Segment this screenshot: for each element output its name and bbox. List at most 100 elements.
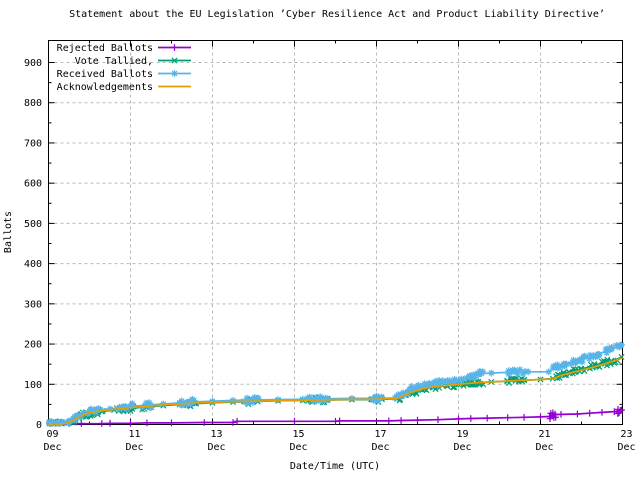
data-point-marker (106, 405, 114, 413)
data-point-marker (586, 351, 594, 359)
data-point-marker (178, 397, 186, 405)
data-point-marker (146, 403, 154, 411)
data-point-marker (455, 376, 462, 384)
data-point-marker (617, 341, 624, 349)
y-tick-label: 300 (24, 299, 42, 310)
data-point-marker (555, 364, 563, 372)
data-point-marker (378, 393, 386, 401)
data-point-marker (516, 366, 524, 374)
x-tick-label-day: 13 (210, 429, 222, 440)
data-point-marker (567, 360, 575, 368)
y-axis-label: Ballots (3, 211, 14, 253)
data-point-marker (321, 397, 329, 405)
data-point-marker (574, 357, 581, 365)
data-point-marker (505, 367, 513, 375)
data-point-marker (432, 377, 440, 385)
x-tick-label-month: Dec (617, 442, 635, 453)
y-tick-label: 200 (24, 340, 42, 351)
data-point-marker (159, 400, 167, 408)
data-point-marker (243, 394, 251, 402)
data-point-marker (467, 415, 475, 422)
data-point-marker (229, 419, 237, 426)
data-point-marker (127, 419, 134, 427)
series-line-vote-tallied (48, 356, 623, 426)
data-point-marker (106, 419, 114, 427)
data-point-marker (403, 389, 411, 397)
data-point-marker (504, 414, 512, 422)
y-tick-label: 700 (24, 138, 42, 149)
legend-sample-marker-received-ballots (171, 70, 178, 77)
x-axis-label: Date/Time (UTC) (290, 461, 380, 472)
data-point-marker (483, 414, 491, 422)
data-point-marker (537, 413, 544, 421)
x-tick-label-month: Dec (43, 442, 61, 453)
data-point-marker (468, 371, 476, 379)
data-point-marker (397, 417, 405, 424)
data-point-marker (595, 351, 603, 359)
data-point-marker (291, 417, 298, 425)
data-point-marker (455, 415, 462, 423)
data-point-marker (474, 370, 482, 378)
data-point-marker (450, 379, 458, 387)
data-point-marker (306, 393, 314, 401)
data-point-marker (446, 377, 454, 385)
data-point-marker (254, 394, 262, 402)
data-point-marker (87, 406, 94, 414)
data-point-marker (422, 382, 430, 390)
data-point-marker (417, 383, 425, 391)
x-tick-label-month: Dec (207, 442, 225, 453)
tick-labels: 0 100 200 300 400 500 600 700 800 900 09 Dec 11 Dec 13… (24, 58, 636, 453)
grid-lines (48, 40, 623, 425)
x-tick-label-day: 21 (538, 429, 550, 440)
data-point-marker (408, 382, 416, 390)
legend-label-rejected-ballots: Rejected Ballots (57, 43, 153, 54)
y-tick-label: 0 (36, 420, 42, 431)
x-tick-label-day: 23 (620, 429, 632, 440)
data-point-marker (434, 380, 442, 388)
data-point-marker (487, 369, 495, 377)
data-point-marker (603, 349, 610, 357)
axis-ticks (48, 40, 623, 425)
data-point-marker (459, 375, 467, 383)
data-point-marker (563, 360, 570, 368)
data-point-marker (616, 406, 624, 414)
data-point-marker (209, 397, 216, 405)
legend-label-received-ballots: Received Ballots (57, 69, 153, 80)
plot-border (48, 40, 623, 425)
data-point-marker (65, 420, 72, 427)
data-point-marker (451, 375, 459, 383)
legend-sample-marker-rejected-ballots (171, 44, 178, 51)
data-point-marker (61, 419, 69, 426)
data-point-marker (479, 368, 487, 376)
data-point-marker (551, 410, 559, 418)
series-line-acknowledgements (48, 357, 623, 426)
data-point-marker (80, 409, 87, 417)
data-point-marker (604, 356, 611, 363)
x-tick-label-day: 09 (46, 429, 58, 440)
data-point-marker (586, 409, 594, 417)
data-point-marker (610, 408, 618, 416)
data-point-marker (471, 374, 479, 382)
data-point-marker (229, 396, 237, 404)
data-point-marker (183, 399, 191, 407)
data-point-marker (98, 420, 106, 427)
x-tick-label-day: 17 (374, 429, 386, 440)
legend-samples (158, 44, 191, 88)
y-tick-label: 800 (24, 98, 42, 109)
x-tick-label-day: 11 (128, 429, 140, 440)
x-tick-label-month: Dec (371, 442, 389, 453)
data-point-marker (116, 403, 123, 411)
data-point-marker (549, 364, 557, 372)
data-point-marker (77, 420, 85, 427)
data-point-marker (608, 345, 616, 353)
x-tick-label-month: Dec (453, 442, 471, 453)
data-point-marker (425, 381, 433, 389)
data-point-marker (574, 410, 581, 418)
data-point-marker (520, 413, 528, 421)
data-point-marker (336, 417, 344, 425)
data-point-marker (521, 367, 529, 375)
data-point-marker (557, 410, 565, 418)
data-point-marker (274, 396, 282, 404)
data-point-marker (585, 355, 593, 363)
